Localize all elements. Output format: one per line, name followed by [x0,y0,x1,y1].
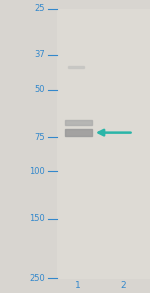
Text: 2: 2 [120,281,126,290]
Text: 50: 50 [34,86,45,94]
Text: 25: 25 [34,4,45,13]
Bar [68,66,84,69]
Text: 1: 1 [75,281,81,290]
Bar [64,130,92,137]
Bar [57,9,150,278]
Bar [64,120,92,125]
Text: 100: 100 [29,167,45,176]
Text: 150: 150 [29,214,45,223]
Text: 75: 75 [34,133,45,142]
Text: 250: 250 [29,274,45,283]
Text: 37: 37 [34,50,45,59]
